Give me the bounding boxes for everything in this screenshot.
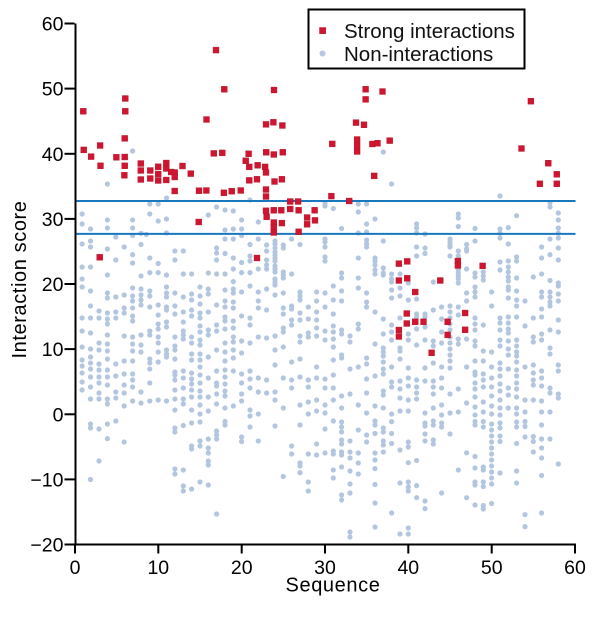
svg-text:30: 30 xyxy=(42,209,64,231)
svg-text:Sequence: Sequence xyxy=(286,575,381,597)
svg-text:40: 40 xyxy=(397,557,419,579)
svg-text:20: 20 xyxy=(42,274,64,296)
svg-text:20: 20 xyxy=(231,557,253,579)
svg-text:30: 30 xyxy=(314,557,336,579)
svg-text:0: 0 xyxy=(70,557,81,579)
svg-text:10: 10 xyxy=(147,557,169,579)
svg-text:Non-interactions: Non-interactions xyxy=(344,43,493,66)
svg-text:Strong interactions: Strong interactions xyxy=(344,20,515,43)
svg-text:60: 60 xyxy=(42,14,64,36)
svg-text:60: 60 xyxy=(564,557,586,579)
svg-text:−20: −20 xyxy=(30,535,63,557)
svg-text:10: 10 xyxy=(42,339,64,361)
svg-text:50: 50 xyxy=(481,557,503,579)
svg-text:0: 0 xyxy=(53,404,64,426)
svg-text:40: 40 xyxy=(42,144,64,166)
svg-text:−10: −10 xyxy=(30,469,63,491)
svg-text:50: 50 xyxy=(42,79,64,101)
svg-text:Interaction score: Interaction score xyxy=(9,200,31,358)
